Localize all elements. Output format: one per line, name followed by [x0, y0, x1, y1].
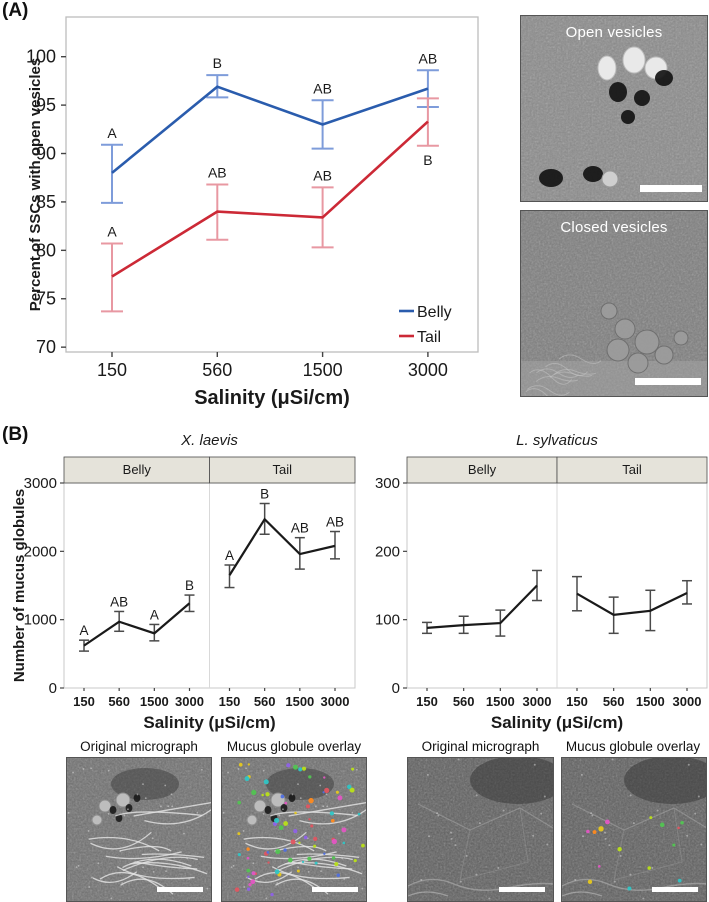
micrograph-xlaevis-overlay [221, 757, 367, 902]
svg-text:560: 560 [108, 694, 130, 709]
panel-b-label: (B) [2, 424, 29, 445]
micrograph-lsylvaticus-overlay [561, 757, 707, 902]
scale-bar [652, 887, 698, 892]
panel-b-chart-lsylvaticus: L. sylvaticus 0 100 200 300 Belly 150 560 1500 30… [375, 432, 708, 732]
svg-text:3000: 3000 [408, 360, 448, 380]
svg-text:1500: 1500 [303, 360, 343, 380]
micrograph-caption: Open vesicles [565, 24, 663, 41]
svg-text:2000: 2000 [24, 543, 57, 560]
micrograph-caption: Mucus globule overlay [226, 739, 362, 754]
svg-text:Salinity (μSi/cm): Salinity (μSi/cm) [194, 387, 350, 409]
svg-text:X. laevis: X. laevis [180, 432, 238, 449]
svg-text:AB: AB [208, 165, 227, 181]
scale-bar [312, 887, 358, 892]
scale-bar [640, 185, 702, 192]
svg-text:1000: 1000 [24, 612, 57, 629]
svg-text:Salinity (μSi/cm): Salinity (μSi/cm) [491, 713, 623, 732]
svg-text:3000: 3000 [321, 694, 350, 709]
svg-text:3000: 3000 [24, 475, 57, 492]
svg-text:A: A [79, 623, 88, 638]
svg-text:150: 150 [73, 694, 95, 709]
svg-text:3000: 3000 [673, 694, 702, 709]
svg-text:AB: AB [291, 521, 309, 536]
svg-text:560: 560 [202, 360, 232, 380]
svg-text:Number of mucus globules: Number of mucus globules [11, 489, 28, 682]
svg-text:B: B [185, 578, 194, 593]
svg-text:560: 560 [453, 694, 475, 709]
svg-text:80: 80 [36, 240, 56, 260]
svg-text:AB: AB [110, 594, 128, 609]
svg-text:100: 100 [375, 612, 400, 629]
svg-text:A: A [107, 125, 117, 141]
svg-text:1500: 1500 [486, 694, 515, 709]
svg-text:70: 70 [36, 337, 56, 357]
svg-text:B: B [260, 487, 269, 502]
svg-text:AB: AB [326, 515, 344, 530]
svg-text:1500: 1500 [636, 694, 665, 709]
micrograph-open-vesicles: Open vesicles [520, 15, 708, 202]
svg-text:90: 90 [36, 144, 56, 164]
svg-text:300: 300 [375, 475, 400, 492]
svg-text:Tail: Tail [622, 462, 642, 477]
micrograph-closed-vesicles: Closed vesicles [520, 210, 708, 397]
svg-text:1500: 1500 [140, 694, 169, 709]
svg-text:L. sylvaticus: L. sylvaticus [516, 432, 598, 449]
svg-text:200: 200 [375, 543, 400, 560]
svg-text:AB: AB [419, 50, 438, 66]
svg-text:A: A [225, 548, 234, 563]
svg-text:3000: 3000 [523, 694, 552, 709]
svg-text:100: 100 [26, 47, 56, 67]
micrograph-caption: Closed vesicles [560, 219, 668, 236]
micrograph-caption: Mucus globule overlay [565, 739, 701, 754]
svg-text:Tail: Tail [272, 462, 292, 477]
svg-text:3000: 3000 [175, 694, 204, 709]
svg-text:560: 560 [603, 694, 625, 709]
svg-text:A: A [150, 607, 159, 622]
micrograph-caption: Original micrograph [80, 739, 198, 754]
svg-text:B: B [213, 55, 222, 71]
svg-text:150: 150 [416, 694, 438, 709]
svg-text:AB: AB [313, 167, 332, 183]
panel-a-chart: 70 75 80 85 90 95 100 150 560 1500 3000 Salinity (μ… [26, 16, 479, 409]
svg-text:1500: 1500 [285, 694, 314, 709]
svg-text:Belly: Belly [123, 462, 152, 477]
svg-text:150: 150 [566, 694, 588, 709]
micrograph-xlaevis-original [66, 757, 212, 902]
svg-text:Salinity (μSi/cm): Salinity (μSi/cm) [143, 713, 275, 732]
scale-bar [499, 887, 545, 892]
micrograph-lsylvaticus-original [407, 757, 554, 902]
svg-text:Tail: Tail [417, 329, 441, 346]
svg-text:0: 0 [392, 680, 400, 697]
scale-bar [635, 378, 701, 385]
svg-text:A: A [107, 224, 117, 240]
svg-text:Belly: Belly [468, 462, 497, 477]
svg-text:85: 85 [36, 192, 56, 212]
panel-a-label: (A) [2, 0, 29, 21]
svg-text:75: 75 [36, 289, 56, 309]
svg-text:0: 0 [49, 680, 57, 697]
svg-text:B: B [423, 152, 432, 168]
svg-text:150: 150 [97, 360, 127, 380]
svg-text:150: 150 [219, 694, 241, 709]
micrograph-caption: Original micrograph [421, 739, 540, 754]
svg-text:Percent of SSCs with open vesi: Percent of SSCs with open vesicles [27, 58, 44, 311]
scale-bar [157, 887, 203, 892]
svg-text:560: 560 [254, 694, 276, 709]
svg-text:Belly: Belly [417, 304, 452, 321]
svg-text:AB: AB [313, 80, 332, 96]
svg-text:95: 95 [36, 95, 56, 115]
